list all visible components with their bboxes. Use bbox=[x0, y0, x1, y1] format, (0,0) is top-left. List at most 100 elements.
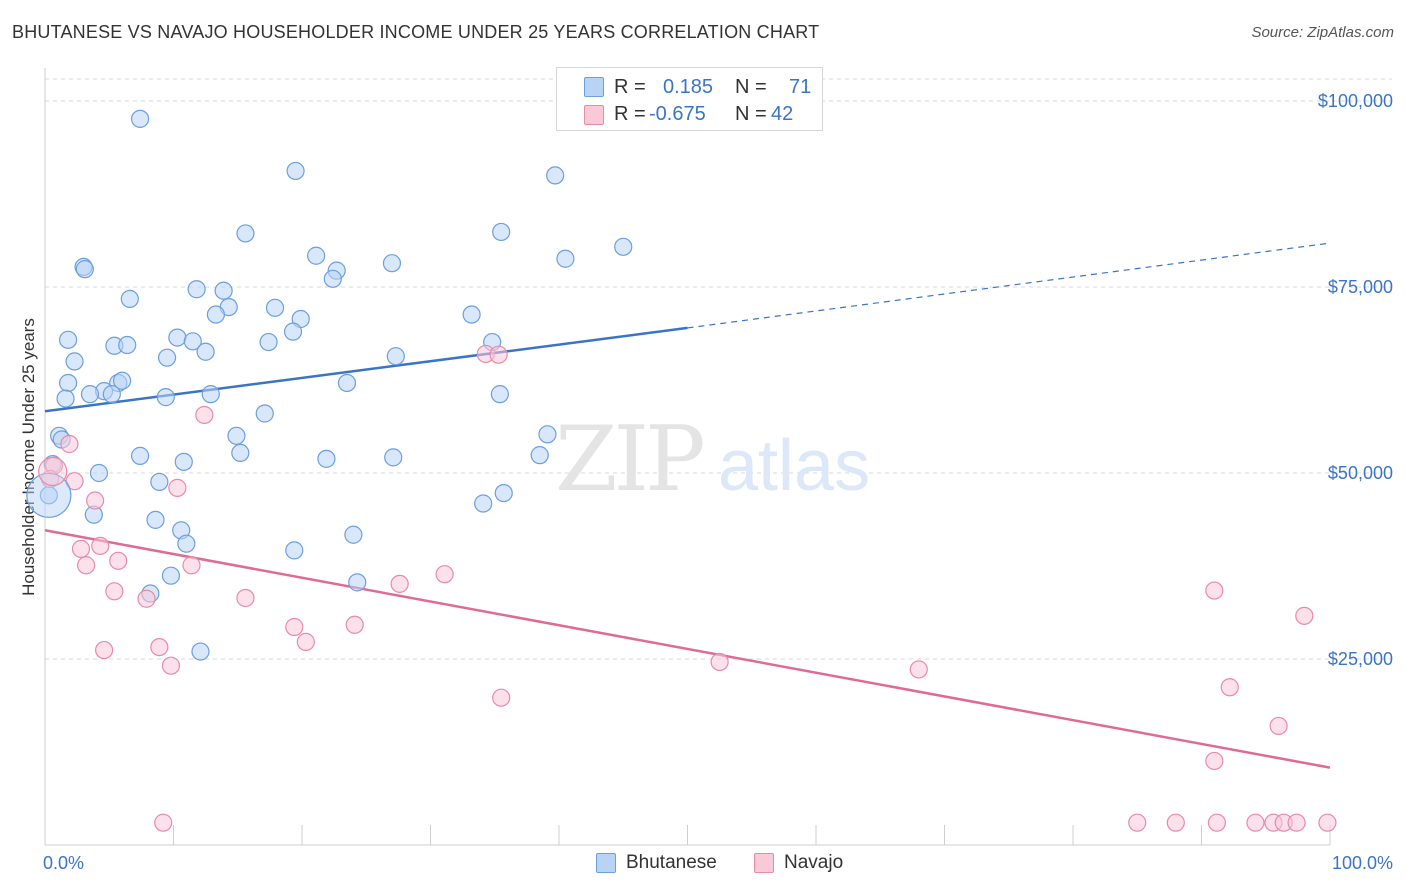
bhutanese-point bbox=[307, 246, 326, 265]
navajo-point bbox=[1318, 813, 1337, 832]
navajo-point bbox=[1166, 813, 1185, 832]
bhutanese-point bbox=[177, 534, 196, 553]
bhutanese-point bbox=[494, 483, 513, 503]
navajo-point bbox=[492, 688, 511, 707]
navajo-point bbox=[77, 556, 96, 575]
navajo-point bbox=[909, 660, 928, 679]
bhutanese-point bbox=[89, 463, 109, 483]
bhutanese-point bbox=[255, 404, 274, 423]
bhutanese-point bbox=[538, 425, 557, 444]
bhutanese-point bbox=[530, 446, 549, 465]
legend-n-label-1: N = bbox=[735, 76, 767, 98]
bhutanese-point bbox=[157, 348, 177, 367]
axes bbox=[44, 68, 1331, 846]
bhutanese-trend-line bbox=[44, 326, 688, 413]
legend-n-value-navajo: 42 bbox=[771, 103, 794, 125]
bhutanese-point bbox=[386, 347, 405, 366]
watermark-zip: ZIP bbox=[555, 407, 703, 512]
bhutanese-point bbox=[59, 330, 78, 349]
legend-r-label-2: R = bbox=[614, 103, 646, 125]
bhutanese-point bbox=[614, 237, 633, 256]
bhutanese-point bbox=[130, 109, 150, 128]
y-tick-label: $50,000 bbox=[1328, 463, 1393, 483]
bhutanese-point bbox=[490, 385, 509, 404]
navajo-point bbox=[1205, 751, 1224, 771]
legend-n-value-bhutanese: 71 bbox=[789, 76, 812, 98]
bhutanese-point bbox=[168, 328, 187, 347]
navajo-point bbox=[95, 640, 114, 660]
navajo-point bbox=[236, 588, 255, 608]
legend-n-label-2: N = bbox=[735, 103, 767, 125]
bhutanese-point bbox=[150, 472, 169, 492]
legend-swatch bbox=[596, 853, 616, 873]
bhutanese-point bbox=[75, 260, 94, 279]
navajo-point bbox=[435, 565, 454, 584]
navajo-point bbox=[71, 539, 91, 558]
navajo-point bbox=[161, 656, 181, 675]
navajo-point bbox=[710, 652, 729, 672]
bhutanese-point bbox=[231, 443, 250, 463]
tick-labels: $25,000 $50,000 $75,000 $100,000 0.0% 100.0% bbox=[43, 91, 1393, 873]
bhutanese-point bbox=[474, 494, 493, 513]
navajo-point bbox=[1207, 813, 1227, 832]
bhutanese-point bbox=[196, 342, 215, 361]
y-tick-label: $25,000 bbox=[1328, 649, 1393, 669]
bhutanese-point bbox=[344, 525, 363, 544]
bhutanese-point bbox=[323, 269, 342, 288]
navajo-point bbox=[1246, 813, 1265, 832]
navajo-point bbox=[195, 405, 214, 425]
chart-source: Source: ZipAtlas.com bbox=[1251, 24, 1394, 41]
legend-item-navajo: Navajo bbox=[754, 852, 843, 874]
legend-swatch-navajo bbox=[584, 105, 604, 125]
bhutanese-point bbox=[556, 249, 575, 268]
bhutanese-point bbox=[265, 298, 285, 317]
bhutanese-point bbox=[156, 388, 175, 407]
navajo-point bbox=[60, 434, 79, 454]
bhutanese-point bbox=[120, 289, 139, 309]
bhutanese-point bbox=[259, 332, 278, 352]
bhutanese-point bbox=[146, 510, 165, 529]
bhutanese-point bbox=[546, 166, 565, 185]
navajo-point bbox=[390, 574, 409, 593]
chart-title: BHUTANESE VS NAVAJO HOUSEHOLDER INCOME U… bbox=[12, 22, 820, 42]
data-points bbox=[26, 109, 1337, 832]
navajo-point bbox=[1128, 813, 1147, 832]
navajo-point bbox=[1287, 813, 1306, 832]
legend-label-navajo: Navajo bbox=[784, 852, 844, 873]
gridlines bbox=[45, 78, 1392, 660]
bhutanese-point bbox=[56, 389, 75, 408]
bhutanese-point bbox=[59, 373, 78, 393]
navajo-point bbox=[154, 813, 173, 832]
bhutanese-point bbox=[161, 566, 181, 585]
y-tick-label: $75,000 bbox=[1328, 277, 1393, 297]
navajo-point bbox=[1295, 606, 1314, 625]
bhutanese-point bbox=[191, 642, 210, 661]
navajo-trend-line bbox=[44, 529, 1331, 769]
navajo-point bbox=[489, 345, 508, 364]
bhutanese-point bbox=[201, 385, 220, 404]
bhutanese-point bbox=[183, 332, 202, 351]
legend-swatch-bhutanese bbox=[584, 77, 604, 97]
bhutanese-point bbox=[130, 446, 150, 465]
bhutanese-point bbox=[285, 541, 304, 560]
bhutanese-point bbox=[65, 352, 84, 371]
navajo-point bbox=[91, 536, 110, 556]
navajo-point bbox=[285, 617, 304, 637]
bhutanese-point bbox=[337, 373, 357, 393]
bhutanese-point bbox=[112, 371, 132, 390]
bhutanese-point bbox=[174, 452, 193, 471]
bhutanese-point bbox=[214, 281, 233, 300]
navajo-point bbox=[168, 478, 187, 497]
bhutanese-point bbox=[187, 280, 206, 299]
legend-r-value-bhutanese: 0.185 bbox=[663, 76, 714, 98]
bhutanese-point bbox=[317, 449, 336, 468]
correlation-legend: R = 0.185 N = 71 R = -0.675 N = 42 bbox=[556, 67, 823, 131]
navajo-point bbox=[345, 615, 364, 634]
bhutanese-point bbox=[283, 322, 303, 341]
navajo-point bbox=[1269, 716, 1288, 736]
bhutanese-point bbox=[462, 305, 481, 324]
legend-swatch bbox=[754, 853, 774, 873]
bhutanese-point bbox=[236, 224, 255, 243]
bhutanese-point bbox=[492, 222, 511, 242]
